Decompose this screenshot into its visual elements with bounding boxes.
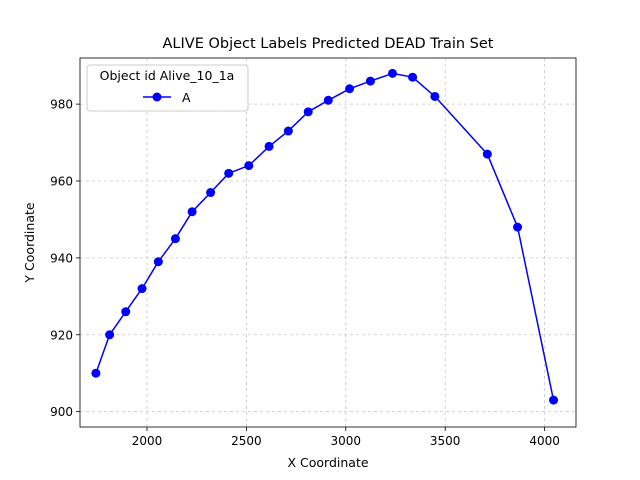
series-layer <box>91 68 559 405</box>
x-tick-label: 3500 <box>430 434 461 448</box>
ticks: 2000 2500 3000 3500 4000 900 920 940 960 980 <box>50 98 560 448</box>
data-point <box>121 307 131 317</box>
data-point <box>345 84 355 94</box>
data-point <box>187 207 197 217</box>
data-point <box>430 91 440 101</box>
legend-box <box>86 64 249 112</box>
y-tick-label: 920 <box>50 328 73 342</box>
data-point <box>323 95 333 105</box>
y-axis-label: Y Coordinate <box>22 202 37 283</box>
data-point <box>513 222 523 232</box>
y-tick-label: 940 <box>50 251 73 265</box>
data-point <box>365 76 375 86</box>
data-point <box>206 188 216 198</box>
data-point <box>170 234 180 244</box>
legend-marker-swatch <box>152 92 162 102</box>
y-tick-label: 960 <box>50 175 73 189</box>
x-tick-label: 2000 <box>132 434 163 448</box>
legend-title: Object id Alive_10_1a <box>100 68 235 83</box>
x-tick-label: 4000 <box>529 434 560 448</box>
data-point <box>224 168 234 178</box>
y-tick-label: 900 <box>50 405 73 419</box>
data-point <box>264 141 274 151</box>
data-point <box>283 126 293 136</box>
legend-entry-label: A <box>182 90 191 105</box>
data-point <box>153 257 163 267</box>
legend: Object id Alive_10_1a A <box>86 64 249 112</box>
data-point <box>303 107 313 117</box>
series-line <box>95 72 555 401</box>
data-point <box>105 330 115 340</box>
data-point <box>244 161 254 171</box>
x-tick-label: 2500 <box>231 434 262 448</box>
y-tick-label: 980 <box>50 98 73 112</box>
chart-title: ALIVE Object Labels Predicted DEAD Train… <box>163 36 494 52</box>
data-point <box>388 68 398 78</box>
data-point <box>91 368 101 378</box>
data-point <box>482 149 492 159</box>
x-tick-label: 3000 <box>331 434 362 448</box>
x-axis-label: X Coordinate <box>287 455 368 470</box>
data-point <box>549 395 559 405</box>
plot-frame <box>79 57 577 428</box>
data-point <box>408 72 418 82</box>
data-point <box>137 284 147 294</box>
